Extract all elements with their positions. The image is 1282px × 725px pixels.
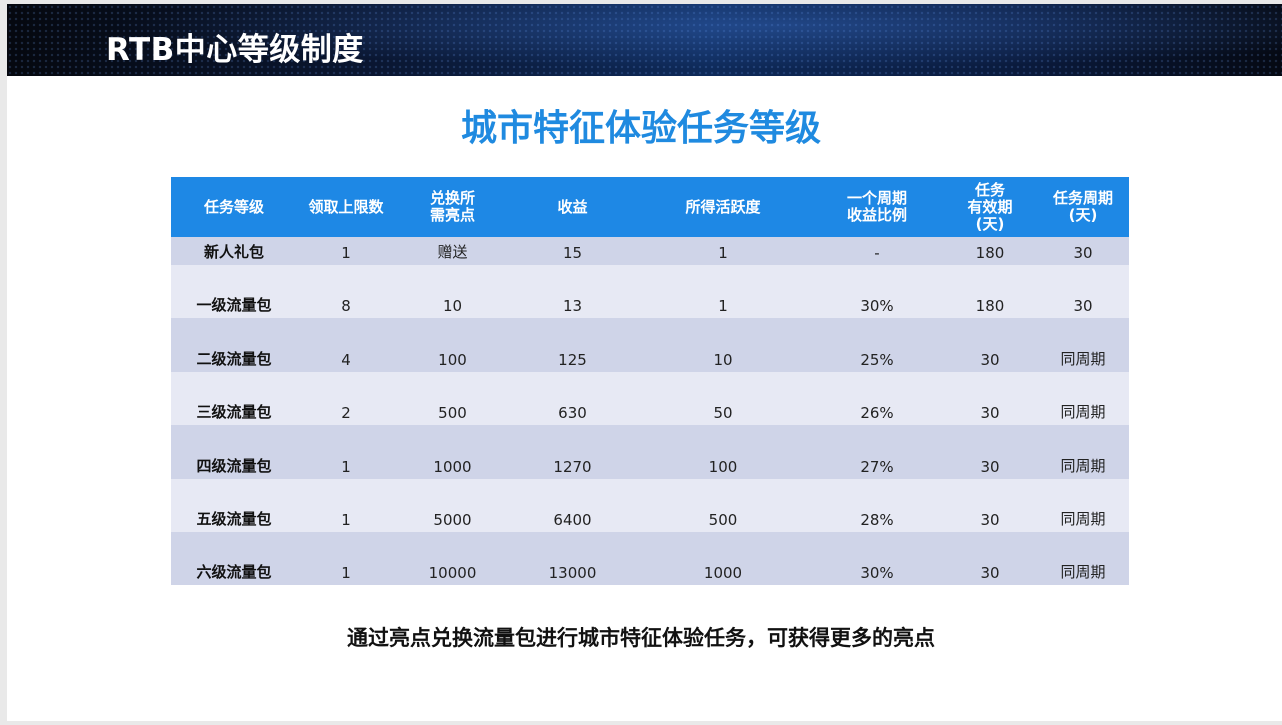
cell-cycle-ratio: 30%	[811, 531, 943, 586]
cell-claim-limit: 1	[297, 478, 395, 532]
cell-cycle: 同周期	[1037, 478, 1129, 532]
cell-claim-limit: 8	[297, 265, 395, 319]
cell-cycle-ratio: 26%	[811, 371, 943, 426]
cell-claim-limit: 1	[297, 425, 395, 479]
cell-level: 六级流量包	[171, 531, 297, 586]
cell-activity: 1000	[635, 531, 811, 586]
cell-validity: 30	[943, 531, 1037, 586]
cell-cycle: 同周期	[1037, 318, 1129, 372]
column-header-income: 收益	[510, 177, 635, 237]
cell-claim-limit: 4	[297, 318, 395, 372]
header-band: RTB中心等级制度	[7, 4, 1282, 76]
cell-cycle-ratio: 28%	[811, 478, 943, 532]
cell-claim-limit: 1	[297, 531, 395, 586]
cell-income: 13000	[510, 531, 635, 586]
cell-validity: 30	[943, 371, 1037, 426]
footer-note: 通过亮点兑换流量包进行城市特征体验任务，可获得更多的亮点	[347, 626, 935, 650]
cell-level: 四级流量包	[171, 425, 297, 479]
cell-income: 630	[510, 371, 635, 426]
cell-activity: 10	[635, 318, 811, 372]
cell-income: 13	[510, 265, 635, 319]
cell-validity: 180	[943, 237, 1037, 265]
cell-income: 15	[510, 237, 635, 265]
cell-activity: 500	[635, 478, 811, 532]
cell-activity: 50	[635, 371, 811, 426]
level-table: 任务等级 领取上限数 兑换所 需亮点 收益 所得活跃度 一个周期 收益比例 任务…	[171, 177, 1129, 586]
header-title: RTB中心等级制度	[106, 32, 364, 68]
cell-level: 新人礼包	[171, 237, 297, 265]
table-header-row: 任务等级 领取上限数 兑换所 需亮点 收益 所得活跃度 一个周期 收益比例 任务…	[171, 177, 1129, 237]
column-header-cycle-ratio: 一个周期 收益比例	[811, 177, 943, 237]
cell-required-points: 1000	[395, 425, 510, 479]
cell-income: 6400	[510, 478, 635, 532]
cell-cycle-ratio: -	[811, 237, 943, 265]
cell-cycle: 同周期	[1037, 531, 1129, 586]
table-row: 六级流量包 1 10000 13000 1000 30% 30 同周期	[171, 531, 1129, 586]
cell-validity: 180	[943, 265, 1037, 319]
column-header-required-points: 兑换所 需亮点	[395, 177, 510, 237]
cell-income: 125	[510, 318, 635, 372]
cell-cycle-ratio: 30%	[811, 265, 943, 319]
cell-claim-limit: 1	[297, 237, 395, 265]
cell-level: 一级流量包	[171, 265, 297, 319]
cell-validity: 30	[943, 318, 1037, 372]
table-row: 一级流量包 8 10 13 1 30% 180 30	[171, 265, 1129, 319]
table-row: 二级流量包 4 100 125 10 25% 30 同周期	[171, 318, 1129, 372]
slide: RTB中心等级制度 城市特征体验任务等级 任务等级 领取上限数 兑换所 需亮点 …	[7, 4, 1282, 721]
cell-activity: 1	[635, 265, 811, 319]
cell-cycle-ratio: 25%	[811, 318, 943, 372]
cell-cycle: 30	[1037, 237, 1129, 265]
cell-cycle: 同周期	[1037, 425, 1129, 479]
cell-required-points: 赠送	[395, 237, 510, 265]
cell-required-points: 100	[395, 318, 510, 372]
cell-activity: 1	[635, 237, 811, 265]
cell-required-points: 5000	[395, 478, 510, 532]
page-title: 城市特征体验任务等级	[460, 108, 821, 149]
column-header-level: 任务等级	[171, 177, 297, 237]
cell-claim-limit: 2	[297, 371, 395, 426]
cell-validity: 30	[943, 478, 1037, 532]
cell-required-points: 500	[395, 371, 510, 426]
cell-activity: 100	[635, 425, 811, 479]
cell-required-points: 10	[395, 265, 510, 319]
table-row: 新人礼包 1 赠送 15 1 - 180 30	[171, 237, 1129, 265]
column-header-activity: 所得活跃度	[635, 177, 811, 237]
cell-validity: 30	[943, 425, 1037, 479]
column-header-validity: 任务 有效期 (天)	[943, 177, 1037, 237]
level-table-container: 任务等级 领取上限数 兑换所 需亮点 收益 所得活跃度 一个周期 收益比例 任务…	[171, 177, 1129, 586]
cell-level: 二级流量包	[171, 318, 297, 372]
table-row: 四级流量包 1 1000 1270 100 27% 30 同周期	[171, 425, 1129, 479]
cell-cycle: 同周期	[1037, 371, 1129, 426]
cell-required-points: 10000	[395, 531, 510, 586]
column-header-claim-limit: 领取上限数	[297, 177, 395, 237]
cell-cycle: 30	[1037, 265, 1129, 319]
cell-level: 五级流量包	[171, 478, 297, 532]
table-row: 三级流量包 2 500 630 50 26% 30 同周期	[171, 371, 1129, 426]
cell-income: 1270	[510, 425, 635, 479]
column-header-cycle: 任务周期 (天)	[1037, 177, 1129, 237]
cell-level: 三级流量包	[171, 371, 297, 426]
table-row: 五级流量包 1 5000 6400 500 28% 30 同周期	[171, 478, 1129, 532]
cell-cycle-ratio: 27%	[811, 425, 943, 479]
